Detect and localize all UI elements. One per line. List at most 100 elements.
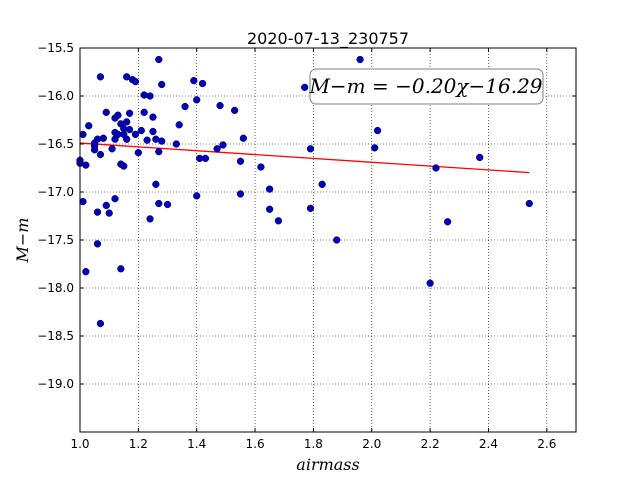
x-tick-label: 1.4 [187,437,206,451]
data-point [146,215,154,223]
y-tick-label: −16.0 [37,89,74,103]
data-point [93,240,102,248]
data-point [143,136,151,144]
data-point [426,279,434,287]
x-tick-label: 2.0 [362,437,381,451]
data-point [111,195,119,203]
data-point [102,108,110,116]
data-point [201,154,210,163]
fit-equation-text: M−m = −0.20χ−16.29 [308,74,542,98]
data-point [155,55,163,64]
data-point [306,145,315,153]
data-point [236,190,245,198]
data-point [432,164,440,172]
chart-title: 2020-07-13_230757 [247,29,409,49]
data-point [230,106,239,115]
data-point [117,265,125,273]
data-point [102,201,110,210]
grid [80,48,576,432]
data-point [96,73,105,81]
data-point [175,121,183,129]
x-tick-labels: 1.0 1.2 1.4 1.6 1.8 2.0 2.2 2.4 2.6 [70,437,556,451]
x-tick-label: 1.8 [304,437,323,451]
data-point [123,73,131,81]
x-tick-label: 2.2 [421,437,440,451]
data-point [371,144,379,152]
y-tick-label: −15.5 [37,41,74,55]
data-point [155,199,163,208]
data-point [93,208,102,216]
fit-equation-frame [309,68,544,105]
data-point [265,205,274,213]
data-point [82,161,90,169]
data-point [99,134,107,142]
data-point [149,113,157,121]
data-point [155,148,163,156]
y-tick-label: −19.0 [37,377,74,391]
fit-line-group [79,142,530,174]
data-point [219,141,227,149]
data-point [134,148,143,157]
data-point [131,130,140,139]
y-tick-label: −18.0 [37,281,74,295]
data-point [96,150,105,159]
data-point [149,127,157,136]
data-point [443,218,452,226]
data-point [274,217,283,225]
y-tick-label: −17.5 [37,233,74,247]
data-point [125,125,134,134]
x-tick-label: 1.6 [246,437,265,451]
data-point [79,130,87,139]
data-point [114,111,122,119]
data-point [193,192,201,200]
data-point [193,96,201,104]
data-point [239,134,248,142]
data-point [96,319,105,328]
y-tick-label: −18.5 [37,329,74,343]
data-point [333,236,341,244]
data-point [152,180,160,188]
data-point [525,199,533,208]
data-point [318,180,326,188]
data-point [301,83,309,92]
data-point [213,145,221,153]
data-point [257,163,265,171]
data-point [216,101,224,110]
x-tick-label: 1.0 [70,437,89,451]
x-tick-label: 2.4 [479,437,498,451]
y-tick-label: −17.0 [37,185,74,199]
data-point [123,135,131,143]
axis-ticks [79,47,576,432]
data-point [82,268,90,276]
data-point [131,77,140,86]
data-point [146,92,154,100]
data-point [158,137,166,145]
x-tick-label: 2.6 [537,437,556,451]
data-point [125,109,134,117]
data-point [265,185,274,193]
data-point [79,197,87,206]
fit-line [79,142,530,174]
data-point [105,209,113,217]
data-point [476,153,484,162]
y-tick-labels: −15.5 −16.0 −16.5 −17.0 −17.5 −18.0 −18.5 −19.0 [37,41,74,391]
x-tick-label: 1.2 [129,437,148,451]
data-point [137,126,145,135]
data-point [306,204,315,212]
data-point [236,157,245,165]
data-point [172,140,180,148]
data-point [190,76,198,85]
fit-equation-box: M−m = −0.20χ−16.29 [308,68,544,105]
data-point [373,126,382,135]
data-point [163,200,172,209]
x-axis-label: airmass [296,455,359,474]
data-point [123,118,131,126]
data-point [85,122,93,130]
y-axis-label: M−m [13,218,32,264]
y-tick-label: −16.5 [37,137,74,151]
data-point [181,102,189,111]
data-point [120,162,128,170]
data-point [140,108,148,116]
data-point [108,145,116,153]
